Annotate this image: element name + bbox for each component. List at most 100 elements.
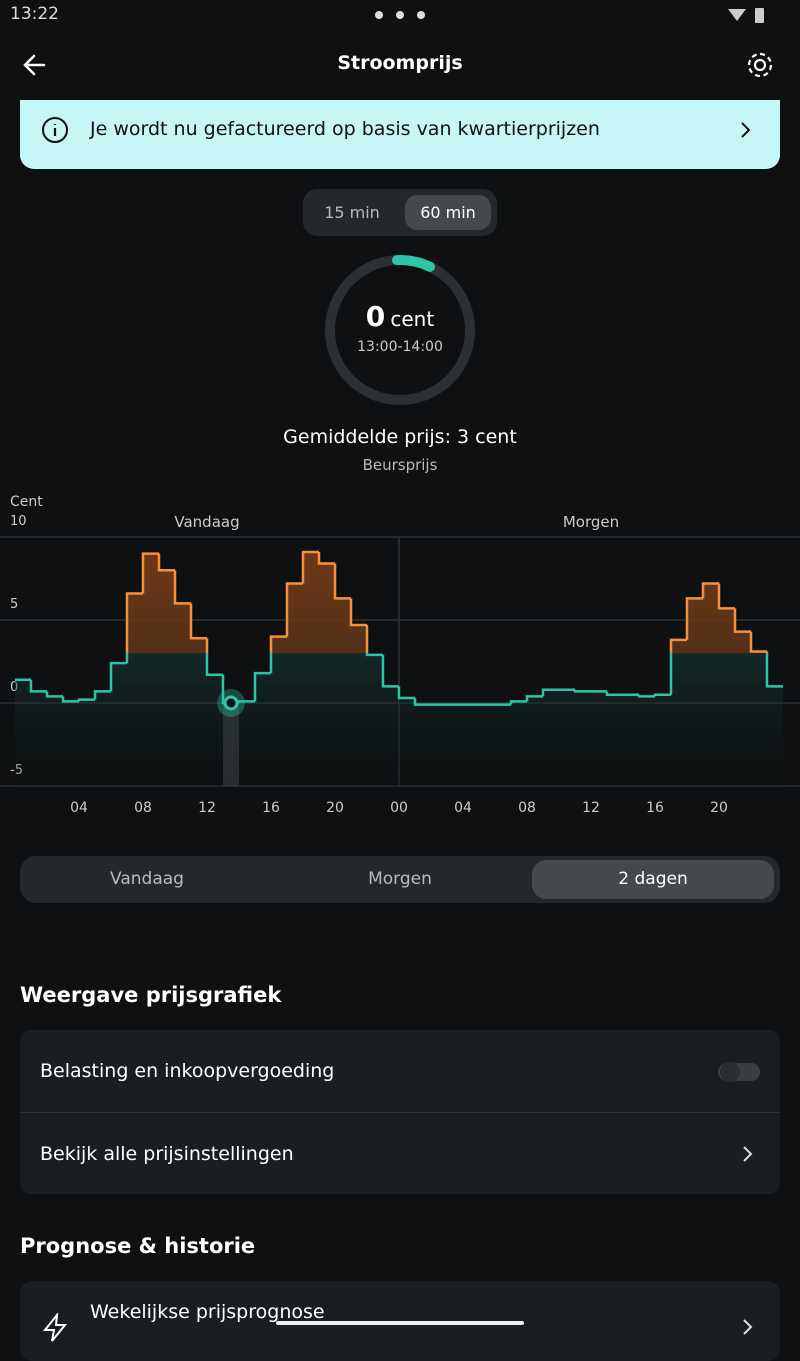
price-step [351,598,367,625]
peak-step [383,655,399,687]
price-step [573,689,591,693]
price-step [653,693,671,697]
average-price: Gemiddelde prijs: 3 cent [0,426,800,448]
gauge-unit: cent [390,307,435,331]
peak-step [669,638,687,654]
setting-row[interactable]: Bekijk alle prijsinstellingen [40,1143,294,1165]
section-title: Prognose & historie [20,1234,256,1258]
peak-step [365,624,369,654]
x-tick-label: 08 [518,800,536,816]
price-step [637,694,655,698]
peak-step [685,597,703,640]
section-label: Vandaag [174,513,239,531]
price-area [15,653,783,786]
price-step [365,653,383,657]
peak-step [157,553,175,572]
peak-step [205,638,209,654]
price-step [719,583,735,608]
average-label: Gemiddelde prijs: [283,426,451,448]
period-tabs: Vandaag Morgen 2 dagen [20,856,780,903]
peak-line [31,550,769,698]
peak-step [701,582,719,599]
gauge-value: 0 cent 13:00-14:00 [300,300,500,355]
price-step [237,700,255,703]
price-step [29,679,47,693]
chevron [741,122,751,138]
peak-step [269,635,287,654]
interval-toggle: 15 min 60 min [303,189,497,236]
section-title: Weergave prijsgrafiek [20,983,282,1007]
price-step [269,653,273,674]
gauge-time: 13:00-14:00 [357,339,443,355]
divider [20,1112,780,1113]
chevron [743,1319,753,1335]
settings-button[interactable] [747,52,773,78]
toggle-option[interactable]: 15 min [324,203,380,222]
price-step [191,603,207,638]
peak-step [733,608,751,633]
x-tick-label: 12 [582,800,600,816]
x-tick-label: 12 [198,800,216,816]
peak-step [333,563,351,600]
price-step [509,700,527,705]
average-unit: cent [475,426,517,448]
price-step [205,653,223,677]
y-tick-label: 0 [10,680,18,695]
x-tick-label: 08 [134,800,152,816]
price-step [319,552,335,564]
setting-row[interactable]: Belasting en inkoopvergoeding [40,1060,335,1082]
x-tick-label: 20 [710,800,728,816]
peak-step [125,592,143,654]
price-type: Beursprijs [362,456,438,474]
current-marker [223,695,239,711]
peak-step [189,603,207,640]
peak-step [349,598,367,627]
peak-step [141,552,159,594]
chevron [743,1146,753,1162]
price-step [159,554,175,571]
peak-step [301,550,319,584]
current-hour-band [223,703,239,786]
period-tab[interactable]: 2 dagen [532,860,774,899]
info-banner[interactable]: Je wordt nu gefactureerd op basis van kw… [20,100,780,169]
price-step [751,632,767,652]
x-tick-label: 16 [646,800,664,816]
price-step [765,653,783,688]
header-icons [23,8,773,78]
y-axis-label: Cent [10,494,43,510]
price-step [413,698,431,706]
x-tick-label: 04 [70,800,88,816]
bolt-icon [42,1313,68,1342]
y-tick-label: 5 [10,597,18,612]
x-tick-label: 00 [390,800,408,816]
peak-step [749,631,767,653]
x-tick-label: 04 [454,800,472,816]
peak-step [31,680,47,692]
price-step [397,686,415,700]
price-step [93,690,111,700]
peak-step [173,570,191,605]
price-step [605,691,623,696]
banner-text: Je wordt nu gefactureerd op basis van kw… [90,118,600,140]
price-step [525,695,543,702]
peak-step [317,551,335,565]
price-step [381,654,399,688]
toggle-option[interactable]: 60 min [405,195,491,230]
x-tick-label: 20 [326,800,344,816]
price-step [45,691,63,698]
period-tab[interactable]: Morgen [368,869,432,889]
gauge-number: 0 [365,300,386,333]
period-tab[interactable]: Vandaag [110,869,184,889]
price-step [77,698,95,702]
y-tick-label: 10 [10,514,27,529]
price-step [541,688,559,697]
status-time: 13:22 [10,4,59,24]
x-tick-label: 16 [262,800,280,816]
toggle-switch[interactable] [716,1060,762,1084]
peak-step [765,651,769,654]
back-button[interactable] [23,54,46,76]
price-step [109,661,127,692]
peak-step [399,686,415,698]
settings-card: Belasting en inkoopvergoeding Bekijk all… [20,1030,780,1194]
